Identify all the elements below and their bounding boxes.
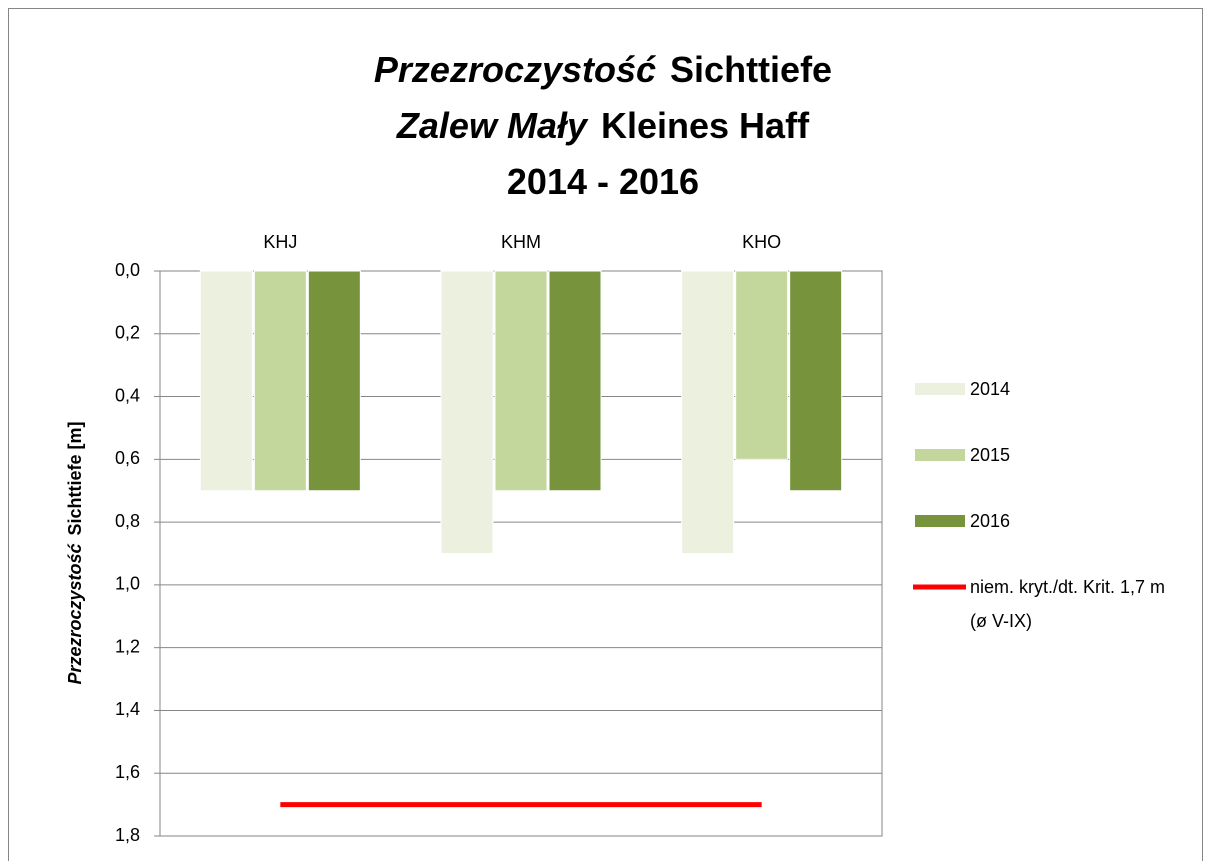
y-tick-label: 1,4 bbox=[115, 699, 140, 719]
bar bbox=[681, 270, 735, 554]
y-label-part: Przezroczystość bbox=[65, 543, 85, 684]
bar bbox=[253, 270, 307, 492]
legend-label: niem. kryt./dt. Krit. 1,7 m (ø V-IX) bbox=[970, 577, 1166, 631]
legend-label: 2016 bbox=[970, 511, 1011, 531]
legend-label: 2015 bbox=[970, 445, 1011, 465]
bar bbox=[199, 270, 253, 492]
y-tick-label: 1,8 bbox=[115, 825, 140, 845]
y-tick-label: 0,0 bbox=[115, 260, 140, 280]
title-part: Kleines Haff bbox=[601, 105, 810, 146]
y-axis-label: Przezroczystość Sichttiefe [m] bbox=[65, 421, 85, 684]
bar bbox=[548, 270, 602, 492]
y-tick-label: 0,2 bbox=[115, 323, 140, 343]
x-tick-label: KHM bbox=[501, 232, 541, 252]
legend-swatch bbox=[915, 449, 965, 461]
chart-title: Przezroczystość Sichttiefe bbox=[374, 49, 832, 90]
legend-swatch bbox=[915, 383, 965, 395]
title-part: Zalew Mały bbox=[396, 105, 589, 146]
bar bbox=[735, 270, 789, 460]
y-label-part: Sichttiefe [m] bbox=[65, 421, 85, 535]
bar bbox=[307, 270, 361, 492]
chart-title: Zalew Mały Kleines Haff bbox=[396, 105, 810, 146]
y-tick-label: 0,4 bbox=[115, 385, 140, 405]
y-tick-label: 0,8 bbox=[115, 511, 140, 531]
y-tick-label: 1,6 bbox=[115, 762, 140, 782]
y-tick-label: 0,6 bbox=[115, 448, 140, 468]
y-tick-label: 1,0 bbox=[115, 574, 140, 594]
x-tick-label: KHJ bbox=[263, 232, 297, 252]
legend-swatch bbox=[915, 515, 965, 527]
chart-title: 2014 - 2016 bbox=[507, 161, 699, 202]
title-part: 2014 - 2016 bbox=[507, 161, 699, 202]
y-tick-label: 1,2 bbox=[115, 636, 140, 656]
bar bbox=[440, 270, 494, 554]
bar bbox=[789, 270, 843, 492]
title-part: Sichttiefe bbox=[670, 49, 832, 90]
legend-label: 2014 bbox=[970, 379, 1011, 399]
bar bbox=[494, 270, 548, 492]
title-part: Przezroczystość bbox=[374, 49, 656, 90]
x-tick-label: KHO bbox=[742, 232, 781, 252]
